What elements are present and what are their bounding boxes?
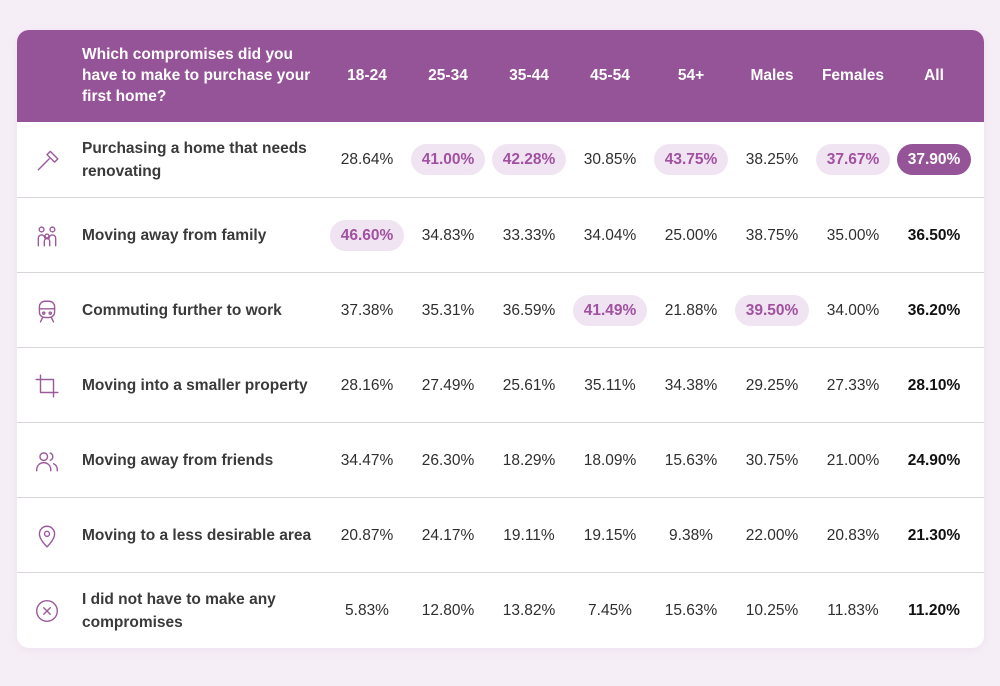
value-cell: 5.83% [345, 601, 389, 619]
value-cell: 27.33% [826, 376, 880, 394]
column-header: 35-44 [509, 67, 549, 84]
value-cell: 15.63% [664, 601, 718, 619]
value-cell: 13.82% [502, 601, 556, 619]
value-cell: 15.63% [664, 451, 718, 469]
value-cell: 34.47% [340, 451, 394, 469]
value-cell: 34.00% [826, 301, 880, 319]
value-cell: 39.50% [735, 295, 809, 326]
location-pin-icon [34, 523, 60, 549]
value-cell: 25.00% [664, 226, 718, 244]
column-header: 45-54 [590, 67, 630, 84]
value-cell: 7.45% [588, 601, 632, 619]
value-cell: 42.28% [492, 144, 566, 175]
row-label: I did not have to make any compromises [82, 590, 276, 631]
value-cell: 46.60% [330, 220, 404, 251]
value-cell: 41.49% [573, 295, 647, 326]
all-value-cell: 37.90% [897, 144, 971, 175]
value-cell: 18.29% [502, 451, 556, 469]
value-cell: 38.25% [745, 150, 799, 168]
value-cell: 34.83% [421, 226, 475, 244]
value-cell: 37.67% [816, 144, 890, 175]
row-label: Moving away from friends [82, 452, 274, 469]
value-cell: 35.00% [826, 226, 880, 244]
train-icon [34, 298, 60, 324]
value-cell: 9.38% [669, 526, 713, 544]
value-cell: 26.30% [421, 451, 475, 469]
value-cell: 20.87% [340, 526, 394, 544]
table-row: Commuting further to work 37.38% 35.31% 36.… [17, 272, 984, 348]
table-row: I did not have to make any compromises 5.… [17, 572, 984, 648]
table-question: Which compromises did you have to make t… [82, 46, 311, 105]
value-cell: 35.31% [421, 301, 475, 319]
row-label: Moving to a less desirable area [82, 527, 312, 544]
all-value-cell: 24.90% [907, 451, 961, 469]
value-cell: 20.83% [826, 526, 880, 544]
column-header: All [924, 67, 944, 84]
row-label: Moving into a smaller property [82, 377, 308, 394]
value-cell: 33.33% [502, 226, 556, 244]
table-row: Purchasing a home that needs renovating 2… [17, 122, 984, 197]
table-row: Moving away from family 46.60% 34.83% 33.33… [17, 197, 984, 273]
value-cell: 12.80% [421, 601, 475, 619]
row-label: Moving away from family [82, 227, 267, 244]
value-cell: 21.00% [826, 451, 880, 469]
value-cell: 30.85% [583, 150, 637, 168]
column-header: 18-24 [347, 67, 387, 84]
value-cell: 43.75% [654, 144, 728, 175]
value-cell: 34.04% [583, 226, 637, 244]
value-cell: 36.59% [502, 301, 556, 319]
value-cell: 19.11% [503, 526, 555, 544]
value-cell: 35.11% [584, 376, 636, 394]
family-icon [34, 223, 60, 249]
value-cell: 37.38% [340, 301, 394, 319]
x-circle-icon [34, 598, 60, 624]
value-cell: 24.17% [421, 526, 475, 544]
all-value-cell: 11.20% [908, 601, 960, 619]
table-row: Moving away from friends 34.47% 26.30% 18.2… [17, 422, 984, 498]
row-label: Purchasing a home that needs renovating [82, 139, 307, 180]
column-header: 25-34 [428, 67, 468, 84]
value-cell: 41.00% [411, 144, 485, 175]
value-cell: 34.38% [664, 376, 718, 394]
column-header: 54+ [677, 67, 705, 84]
value-cell: 25.61% [502, 376, 556, 394]
table-header: Which compromises did you have to make t… [17, 30, 984, 122]
value-cell: 27.49% [421, 376, 475, 394]
value-cell: 30.75% [745, 451, 799, 469]
value-cell: 19.15% [583, 526, 637, 544]
value-cell: 28.64% [340, 150, 394, 168]
row-label: Commuting further to work [82, 302, 282, 319]
value-cell: 21.88% [664, 301, 718, 319]
all-value-cell: 36.20% [907, 301, 961, 319]
value-cell: 10.25% [745, 601, 799, 619]
column-header: Females [821, 67, 885, 84]
all-value-cell: 28.10% [907, 376, 961, 394]
table-row: Moving to a less desirable area 20.87% 24.… [17, 497, 984, 573]
friends-icon [34, 448, 60, 474]
all-value-cell: 36.50% [907, 226, 961, 244]
value-cell: 22.00% [745, 526, 799, 544]
value-cell: 18.09% [583, 451, 637, 469]
value-cell: 11.83% [827, 601, 879, 619]
value-cell: 29.25% [745, 376, 799, 394]
column-header: Males [750, 67, 794, 84]
hammer-icon [34, 147, 60, 173]
table-row: Moving into a smaller property 28.16% 27.4… [17, 347, 984, 423]
value-cell: 28.16% [340, 376, 394, 394]
crop-icon [34, 373, 60, 399]
all-value-cell: 21.30% [907, 526, 961, 544]
survey-table-card: Which compromises did you have to make t… [17, 30, 984, 648]
value-cell: 38.75% [745, 226, 799, 244]
